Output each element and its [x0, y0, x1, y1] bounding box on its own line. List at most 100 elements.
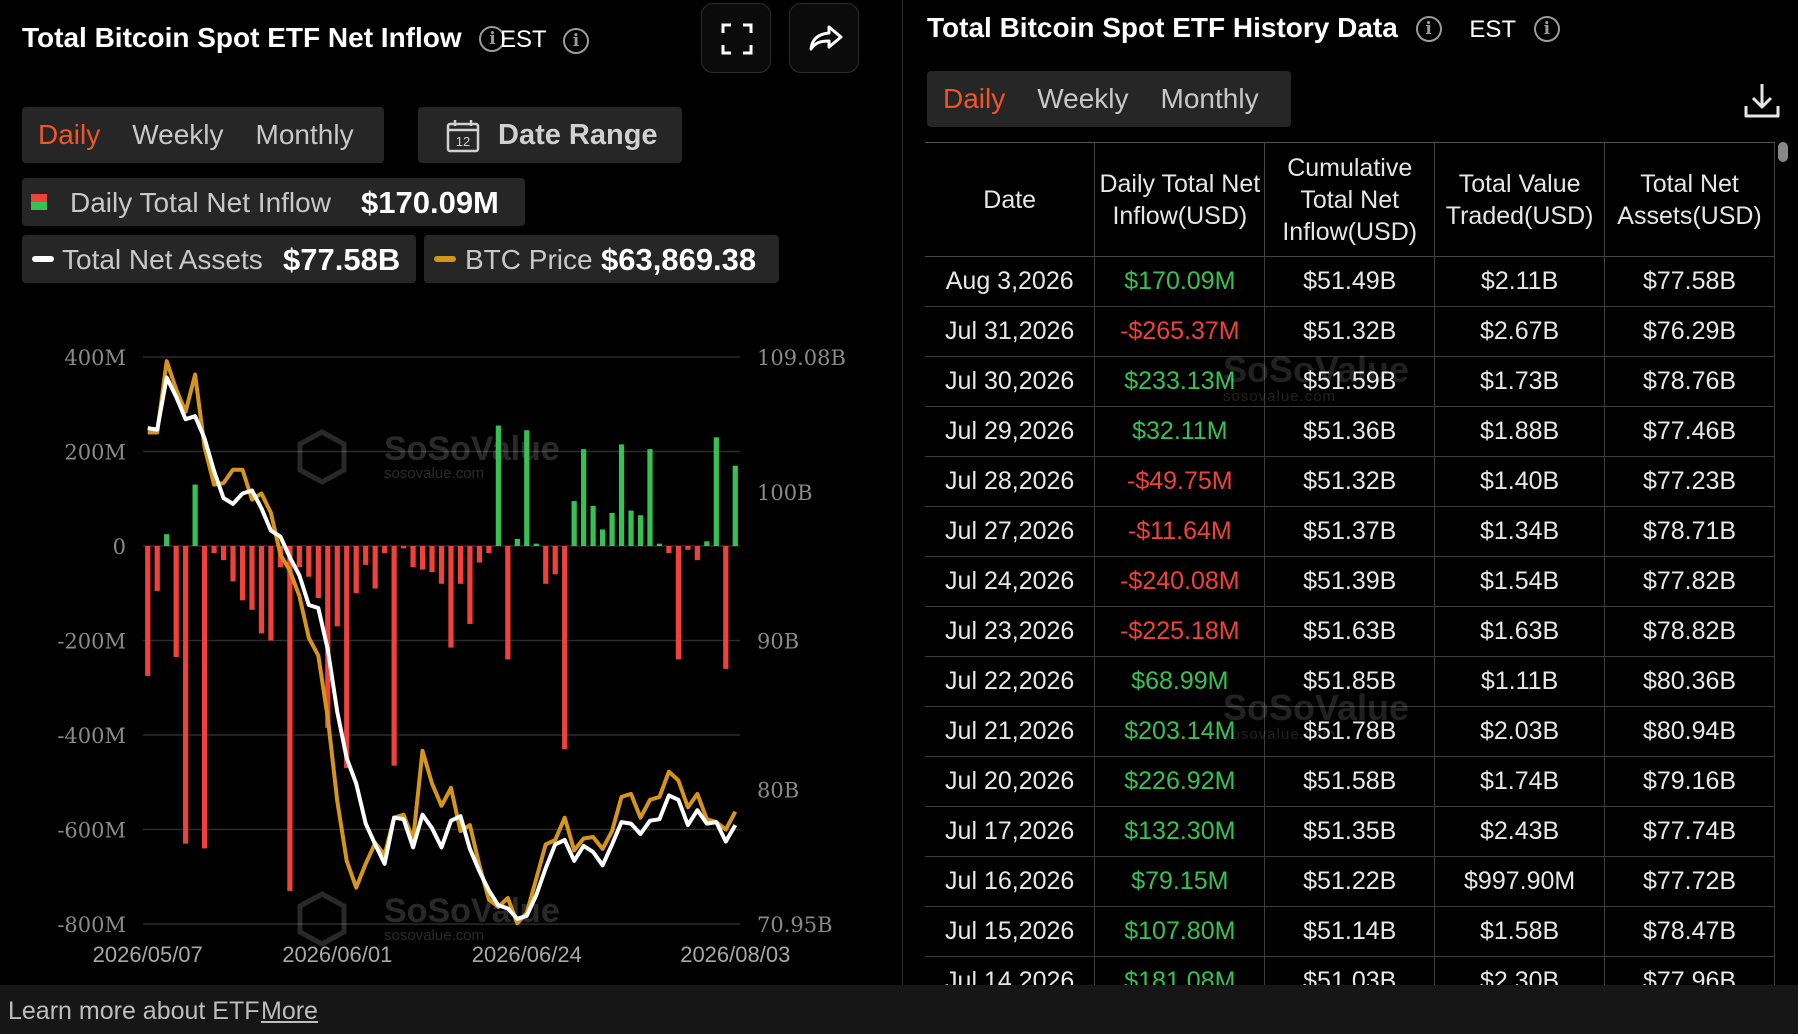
inflow-bar[interactable] — [211, 546, 217, 554]
inflow-bar[interactable] — [618, 444, 625, 546]
inflow-bar[interactable] — [325, 546, 331, 728]
share-button[interactable] — [789, 3, 859, 73]
timezone-info-icon[interactable]: i — [562, 28, 589, 54]
inflow-bar[interactable] — [723, 546, 729, 669]
total-net-assets-line[interactable] — [147, 375, 738, 921]
history-tab-daily[interactable]: Daily — [943, 83, 1006, 114]
history-tab-weekly[interactable]: Weekly — [1037, 83, 1129, 114]
inflow-bar[interactable] — [524, 430, 530, 546]
inflow-bar[interactable] — [419, 546, 426, 570]
inflow-bar[interactable] — [164, 534, 170, 546]
column-header[interactable]: Cumulative Total Net Inflow(USD) — [1264, 142, 1436, 257]
table-scrollbar[interactable] — [1778, 142, 1788, 162]
legend-assets[interactable]: Total Net Assets $77.58B — [22, 235, 416, 283]
inflow-bar[interactable] — [495, 425, 501, 546]
inflow-chart[interactable]: SoSoValuesosovalue.comSoSoValuesosovalue… — [0, 310, 900, 980]
inflow-bar[interactable] — [581, 449, 587, 546]
inflow-bar[interactable] — [732, 465, 738, 546]
table-row[interactable]: Jul 21,2026 $203.14M $51.78B $2.03B $80.94B — [925, 706, 1775, 757]
table-row[interactable]: Jul 16,2026 $79.15M $51.22B $997.90M $77.72B — [925, 856, 1775, 907]
inflow-bar[interactable] — [258, 546, 265, 634]
column-header[interactable]: Total Net Assets(USD) — [1604, 142, 1775, 257]
btc-price-line[interactable] — [147, 359, 738, 926]
inflow-bar[interactable] — [675, 546, 682, 660]
inflow-bar[interactable] — [220, 546, 227, 561]
inflow-bar[interactable] — [315, 546, 321, 598]
inflow-bar[interactable] — [448, 546, 454, 648]
table-row[interactable]: Jul 30,2026 $233.13M $51.59B $1.73B $78.76B — [925, 356, 1775, 407]
inflow-bar[interactable] — [183, 546, 189, 844]
inflow-bar[interactable] — [400, 546, 407, 549]
table-row[interactable]: Jul 27,2026 -$11.64M $51.37B $1.34B $78.71B — [925, 506, 1775, 557]
table-row[interactable]: Jul 22,2026 $68.99M $51.85B $1.11B $80.36B — [925, 656, 1775, 707]
inflow-bar[interactable] — [628, 510, 634, 546]
tab-monthly[interactable]: Monthly — [255, 119, 354, 150]
inflow-bar[interactable] — [685, 546, 691, 550]
inflow-bar[interactable] — [154, 546, 160, 591]
history-timezone-info-icon[interactable]: i — [1533, 16, 1560, 42]
download-icon[interactable] — [1742, 80, 1782, 120]
inflow-bar[interactable] — [353, 546, 359, 594]
table-row[interactable]: Jul 24,2026 -$240.08M $51.39B $1.54B $77.82B — [925, 556, 1775, 607]
inflow-bar[interactable] — [694, 546, 700, 561]
inflow-bar[interactable] — [647, 449, 653, 546]
more-link[interactable]: More — [261, 997, 318, 1025]
inflow-bar[interactable] — [713, 437, 719, 546]
column-header[interactable]: Total Value Traded(USD) — [1434, 142, 1606, 257]
inflow-bar[interactable] — [429, 546, 435, 572]
table-row[interactable]: Jul 28,2026 -$49.75M $51.32B $1.40B $77.23B — [925, 456, 1775, 507]
date-range-button[interactable]: 12 Date Range — [418, 107, 682, 163]
table-row[interactable]: Jul 23,2026 -$225.18M $51.63B $1.63B $78.82B — [925, 606, 1775, 657]
inflow-bar[interactable] — [410, 546, 416, 568]
history-info-icon[interactable]: i — [1415, 16, 1442, 42]
inflow-bar[interactable] — [562, 546, 568, 750]
history-tab-monthly[interactable]: Monthly — [1160, 83, 1259, 114]
inflow-bar[interactable] — [590, 505, 596, 546]
inflow-bar[interactable] — [201, 546, 208, 849]
table-row[interactable]: Jul 29,2026 $32.11M $51.36B $1.88B $77.46B — [925, 406, 1775, 457]
info-icon[interactable]: i — [479, 26, 506, 52]
inflow-bar[interactable] — [656, 543, 663, 546]
inflow-bar[interactable] — [239, 546, 246, 601]
fullscreen-button[interactable] — [701, 3, 771, 73]
inflow-bar[interactable] — [296, 546, 302, 568]
tab-weekly[interactable]: Weekly — [132, 119, 224, 150]
inflow-bar[interactable] — [268, 546, 274, 641]
inflow-bar[interactable] — [457, 546, 464, 584]
column-header[interactable]: Date — [925, 142, 1096, 257]
history-table-container[interactable]: Date Daily Total Net Inflow(USD) Cumulativ… — [925, 142, 1775, 985]
inflow-bar[interactable] — [306, 546, 312, 577]
inflow-bar[interactable] — [372, 546, 378, 589]
inflow-bar[interactable] — [438, 546, 445, 584]
inflow-bar[interactable] — [486, 546, 492, 554]
legend-btc[interactable]: BTC Price $63,869.38 — [424, 235, 779, 283]
inflow-bar[interactable] — [514, 538, 520, 546]
inflow-bar[interactable] — [145, 546, 151, 676]
inflow-bar[interactable] — [344, 546, 350, 769]
column-header[interactable]: Daily Total Net Inflow(USD) — [1094, 142, 1266, 257]
table-row[interactable]: Jul 17,2026 $132.30M $51.35B $2.43B $77.74B — [925, 806, 1775, 857]
inflow-bar[interactable] — [173, 546, 179, 658]
inflow-bar[interactable] — [599, 529, 606, 546]
table-row[interactable]: Jul 14,2026 $181.08M $51.03B $2.30B $77.96B — [925, 956, 1775, 985]
inflow-bar[interactable] — [543, 546, 549, 584]
inflow-bar[interactable] — [249, 546, 255, 610]
table-row[interactable]: Aug 3,2026 $170.09M $51.49B $2.11B $77.58B — [925, 256, 1775, 307]
inflow-bar[interactable] — [571, 501, 577, 546]
inflow-bar[interactable] — [334, 546, 340, 627]
inflow-bar[interactable] — [230, 546, 236, 582]
inflow-bar[interactable] — [533, 543, 539, 546]
inflow-bar[interactable] — [704, 541, 710, 546]
inflow-bar[interactable] — [666, 546, 672, 554]
tab-daily[interactable]: Daily — [38, 119, 101, 150]
inflow-bar[interactable] — [391, 546, 397, 766]
inflow-bar[interactable] — [552, 546, 558, 575]
inflow-bar[interactable] — [505, 546, 511, 660]
inflow-bar[interactable] — [382, 546, 388, 554]
table-row[interactable]: Jul 20,2026 $226.92M $51.58B $1.74B $79.16B — [925, 756, 1775, 807]
table-row[interactable]: Jul 31,2026 -$265.37M $51.32B $2.67B $76.29B — [925, 306, 1775, 357]
inflow-bar[interactable] — [467, 546, 473, 624]
table-row[interactable]: Jul 15,2026 $107.80M $51.14B $1.58B $78.47B — [925, 906, 1775, 957]
inflow-bar[interactable] — [476, 546, 483, 563]
legend-inflow[interactable]: Daily Total Net Inflow $170.09M — [22, 178, 525, 226]
